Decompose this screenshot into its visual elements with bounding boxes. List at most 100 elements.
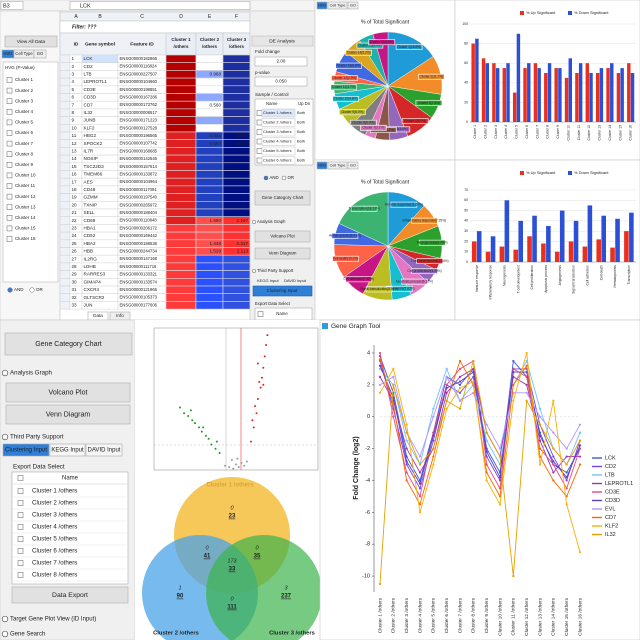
checkbox[interactable]	[17, 512, 24, 518]
radio[interactable]	[29, 287, 35, 293]
cluster-option[interactable]: Cluster 10	[15, 173, 36, 178]
sample-mode[interactable]: Both	[297, 129, 305, 134]
cluster-option[interactable]: Cluster 6	[15, 130, 34, 135]
tab-bg[interactable]	[316, 161, 328, 170]
checkbox[interactable]	[256, 157, 263, 164]
radio[interactable]	[263, 175, 269, 181]
tab[interactable]: HVG	[318, 4, 326, 8]
venn-button[interactable]: Venn Diagram	[269, 251, 297, 256]
cluster-option[interactable]: Cluster 9	[15, 162, 34, 167]
checkbox[interactable]	[17, 560, 24, 566]
checkbox[interactable]	[256, 129, 263, 135]
tab-bg[interactable]	[347, 161, 359, 170]
checkbox[interactable]	[6, 183, 13, 189]
checkbox[interactable]	[6, 130, 13, 136]
volcano-button-bg[interactable]	[254, 230, 311, 243]
checkbox[interactable]	[6, 162, 13, 168]
p-value[interactable]: 0.050	[275, 79, 287, 84]
radio-label[interactable]: AND	[14, 287, 24, 292]
tab[interactable]: KEGG Input	[51, 448, 84, 454]
checkbox[interactable]	[6, 98, 13, 104]
cluster-option[interactable]: Cluster 16	[15, 236, 36, 241]
clustering-tab-bg[interactable]	[252, 285, 313, 297]
cluster-option[interactable]: Cluster 1	[15, 77, 34, 82]
sample-mode[interactable]: Both	[297, 120, 305, 125]
cluster-option[interactable]: Cluster 4	[15, 109, 34, 114]
tab[interactable]: Cell Type	[330, 4, 346, 8]
sample-name[interactable]: Cluster 4 /others	[263, 139, 292, 144]
cluster-option[interactable]: Cluster 15	[15, 226, 36, 231]
radio-label[interactable]: OR	[288, 175, 294, 180]
cluster-option[interactable]: Cluster 2	[15, 88, 34, 93]
cluster-option[interactable]: Cluster 5	[15, 120, 34, 125]
view-all-button-bg[interactable]	[4, 35, 58, 48]
data-export-button-bg[interactable]	[11, 586, 129, 604]
cluster-option[interactable]: Cluster 12	[15, 194, 36, 199]
checkbox[interactable]	[257, 311, 264, 317]
volcano-button[interactable]: Volcano Plot	[49, 389, 88, 396]
export-option[interactable]: Cluster 8 /others	[32, 572, 77, 579]
tab-bg[interactable]	[327, 161, 348, 170]
tab-bg[interactable]	[2, 443, 50, 457]
tab[interactable]: DAVID Input	[284, 278, 307, 283]
volcano-button[interactable]: Volcano Plot	[270, 234, 295, 239]
cluster-option[interactable]: Cluster 13	[15, 204, 36, 209]
checkbox[interactable]	[6, 215, 13, 221]
checkbox[interactable]	[256, 119, 263, 126]
fold-input[interactable]	[254, 56, 308, 67]
checkbox[interactable]	[256, 148, 263, 154]
sample-name[interactable]: Cluster 3 /others	[263, 129, 292, 134]
checkbox[interactable]	[6, 77, 13, 83]
p-input[interactable]	[254, 76, 308, 87]
cluster-option[interactable]: Cluster 11	[15, 183, 36, 188]
tab[interactable]: Cell Type	[15, 51, 33, 56]
sample-name[interactable]: Cluster 1 /others	[263, 110, 292, 115]
tab[interactable]: HVG	[318, 164, 326, 168]
sample-mode[interactable]: Both	[297, 139, 305, 144]
sample-name[interactable]: Cluster 2 /others	[263, 120, 292, 125]
sample-mode[interactable]: Both	[297, 110, 305, 115]
tab[interactable]: GO	[350, 4, 356, 8]
checkbox[interactable]	[17, 572, 24, 578]
export-option[interactable]: Cluster 7 /others	[32, 560, 77, 567]
checkbox[interactable]	[17, 524, 24, 530]
tab[interactable]: Cell Type	[330, 164, 346, 168]
checkbox[interactable]	[6, 151, 13, 157]
tab-bg[interactable]	[327, 1, 348, 10]
radio-label[interactable]: OR	[36, 287, 44, 292]
checkbox[interactable]	[6, 204, 13, 210]
checkbox[interactable]	[17, 488, 24, 494]
checkbox[interactable]	[17, 500, 24, 506]
sheet-tab[interactable]: Data	[93, 313, 103, 318]
checkbox[interactable]	[256, 110, 263, 116]
gene-category-button[interactable]: Gene Category Chart	[35, 341, 102, 348]
sheet-tab[interactable]: Info	[116, 313, 124, 318]
gene-category-button[interactable]: Gene Category Chart	[262, 195, 305, 200]
export-option[interactable]: Cluster 5 /others	[32, 536, 77, 543]
cluster-option[interactable]: Cluster 8	[15, 151, 34, 156]
tab[interactable]: GO	[350, 164, 356, 168]
export-option[interactable]: Cluster 4 /others	[32, 524, 77, 531]
gene-category-button-bg[interactable]	[4, 332, 133, 356]
sample-name[interactable]: Cluster 6 /others	[263, 158, 292, 163]
checkbox[interactable]	[6, 236, 13, 242]
checkbox[interactable]	[17, 536, 24, 542]
checkbox[interactable]	[17, 475, 24, 481]
cluster-option[interactable]: Cluster 14	[15, 215, 36, 220]
view-all-button[interactable]: View All Data	[17, 39, 46, 45]
checkbox[interactable]	[6, 225, 13, 232]
tab-bg[interactable]	[49, 443, 86, 457]
export-option[interactable]: Cluster 3 /others	[32, 512, 77, 519]
checkbox[interactable]	[6, 140, 13, 147]
checkbox[interactable]	[6, 119, 13, 126]
sample-mode[interactable]: Both	[297, 158, 305, 163]
venn-button[interactable]: Venn Diagram	[46, 411, 91, 418]
export-option[interactable]: Cluster 2 /others	[32, 500, 77, 507]
checkbox[interactable]	[17, 548, 24, 554]
tab-bg[interactable]	[347, 1, 359, 10]
gene-category-button-bg[interactable]	[254, 190, 311, 206]
export-option[interactable]: Cluster 6 /others	[32, 548, 77, 555]
tab[interactable]: DAVID Input	[88, 448, 121, 454]
checkbox[interactable]	[256, 138, 263, 145]
clustering-tab[interactable]: Clustering Input	[267, 288, 299, 293]
